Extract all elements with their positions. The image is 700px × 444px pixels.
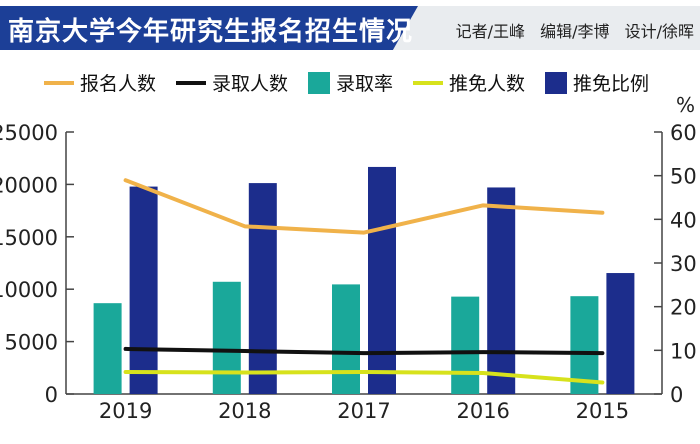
credit-designer: 设计/徐晖 <box>624 22 694 41</box>
y-right-tick-label: 60 <box>670 121 697 145</box>
legend-label-2: 录取率 <box>336 73 393 95</box>
y-left-tick-label: 10000 <box>0 278 58 302</box>
line-报名人数 <box>123 178 605 235</box>
y-right-tick-label: 10 <box>670 339 697 363</box>
bar-录取率-2017 <box>332 284 360 394</box>
legend-label-0: 报名人数 <box>80 73 156 95</box>
x-tick-label: 2016 <box>456 399 509 423</box>
credit-reporter: 记者/王峰 <box>455 22 525 41</box>
y-right-tick-label: 40 <box>670 208 697 232</box>
bar-录取率-2019 <box>93 303 122 394</box>
y-right-unit-label: % <box>676 93 695 117</box>
y-right-tick-label: 20 <box>670 296 697 320</box>
credit-editor: 编辑/李博 <box>540 22 610 41</box>
y-right-tick-label: 50 <box>670 165 697 189</box>
bar-录取率-2018 <box>212 281 241 394</box>
x-tick-label: 2018 <box>218 399 271 423</box>
bar-推免比例-2015 <box>606 273 635 394</box>
y-right-tick-label: 30 <box>670 252 697 276</box>
header: 南京大学今年研究生报名招生情况 记者/王峰 编辑/李博 设计/徐晖 <box>0 0 700 54</box>
bar-推免比例-2019 <box>129 186 158 394</box>
title-banner <box>0 6 418 50</box>
page-title: 南京大学今年研究生报名招生情况 <box>8 17 414 47</box>
bar-推免比例-2016 <box>487 187 516 394</box>
y-left-tick-label: 0 <box>45 383 58 407</box>
y-right-tick-label: 0 <box>670 383 683 407</box>
bar-录取率-2015 <box>570 296 599 394</box>
line-录取人数 <box>123 346 605 356</box>
line-推免人数 <box>123 369 605 385</box>
legend-label-1: 录取人数 <box>212 73 288 95</box>
y-left-tick-label: 25000 <box>0 121 58 145</box>
y-left-tick-label: 15000 <box>0 226 58 250</box>
credits: 记者/王峰 编辑/李博 设计/徐晖 <box>446 18 694 42</box>
legend-swatch-4 <box>545 72 567 94</box>
x-tick-label: 2019 <box>99 399 152 423</box>
x-tick-label: 2017 <box>337 399 390 423</box>
bar-录取率-2016 <box>451 296 480 394</box>
x-tick-label: 2015 <box>576 399 629 423</box>
bar-推免比例-2017 <box>368 166 396 394</box>
legend-label-3: 推免人数 <box>449 73 525 95</box>
legend-swatch-2 <box>308 72 330 94</box>
legend-label-4: 推免比例 <box>573 73 649 95</box>
y-left-tick-label: 20000 <box>0 173 58 197</box>
y-left-tick-label: 5000 <box>5 331 58 355</box>
bar-推免比例-2018 <box>248 183 277 394</box>
